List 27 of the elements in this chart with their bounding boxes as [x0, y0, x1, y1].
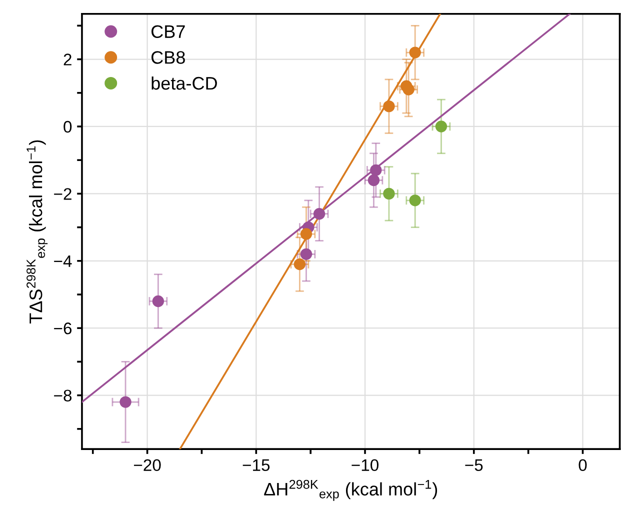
y-tick-label: −4: [54, 255, 72, 267]
y-axis-title: TΔS$^{298K}$$_{exp}$ (kcal mol$^{−1}$): [26, 140, 48, 324]
y-tick-label: −8: [54, 390, 72, 402]
point: [370, 164, 382, 176]
x-axis-title: ΔH$^{298K}$$_{exp}$ (kcal mol$^{−1}$): [264, 480, 438, 501]
x-tick-label: −20: [134, 459, 161, 472]
y-tick-label: 2: [64, 54, 72, 66]
x-tick-label: 0: [578, 459, 587, 472]
x-tick-label: −15: [242, 459, 270, 472]
x-tick-label: −5: [465, 459, 483, 472]
point: [435, 120, 448, 132]
y-tick-label: −6: [54, 322, 72, 334]
point: [383, 188, 395, 200]
legend-label: beta-CD: [152, 76, 217, 90]
point: [313, 208, 326, 220]
point: [368, 174, 380, 186]
legend-label: CB8: [152, 51, 185, 64]
point: [152, 295, 164, 308]
y-tick-label: −2: [54, 188, 72, 200]
point: [294, 258, 306, 270]
x-tick-label: −10: [352, 459, 378, 472]
legend-label: CB7: [152, 25, 185, 38]
point: [409, 46, 421, 58]
y-tick-label: 0: [64, 120, 72, 133]
point: [120, 396, 132, 408]
point: [383, 100, 395, 112]
point: [409, 194, 421, 206]
